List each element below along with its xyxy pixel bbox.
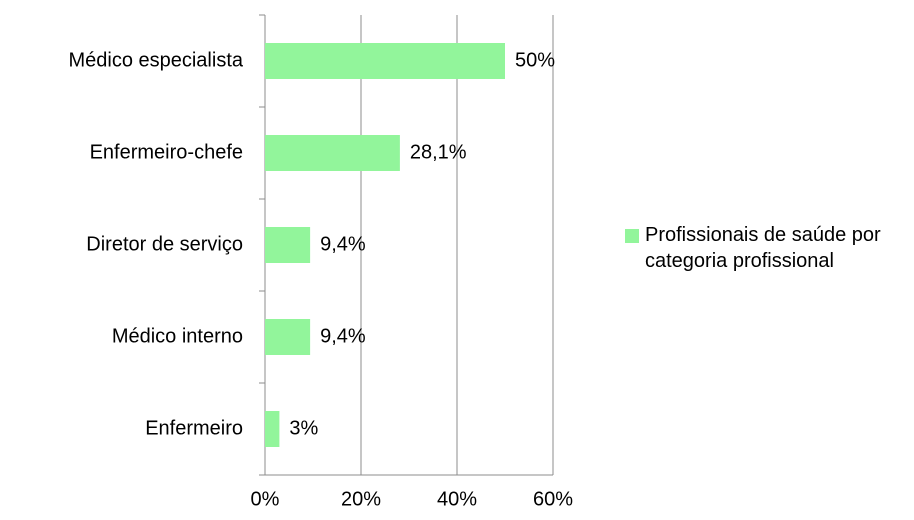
data-label: 3% xyxy=(289,417,318,439)
data-label: 50% xyxy=(515,49,555,71)
legend: Profissionais de saúde por categoria pro… xyxy=(645,224,881,272)
bar xyxy=(265,319,311,355)
x-tick-label: 0% xyxy=(251,488,280,510)
bar xyxy=(265,227,311,263)
bar xyxy=(265,411,280,447)
bar xyxy=(265,135,400,171)
y-tick-label: Enfermeiro-chefe xyxy=(90,141,243,163)
y-tick-label: Médico interno xyxy=(112,325,243,347)
legend-label: Profissionais de saúde por categoria pro… xyxy=(645,224,881,272)
x-tick-label: 20% xyxy=(341,488,381,510)
y-tick-label: Médico especialista xyxy=(68,49,243,71)
y-tick-label: Enfermeiro xyxy=(145,417,243,439)
x-tick-label: 40% xyxy=(437,488,477,510)
data-label: 9,4% xyxy=(320,325,366,347)
y-tick-label: Diretor de serviço xyxy=(86,233,243,255)
data-label: 9,4% xyxy=(320,233,366,255)
bar xyxy=(265,43,505,79)
x-tick-label: 60% xyxy=(533,488,573,510)
data-label: 28,1% xyxy=(410,141,467,163)
legend-swatch xyxy=(625,229,639,243)
